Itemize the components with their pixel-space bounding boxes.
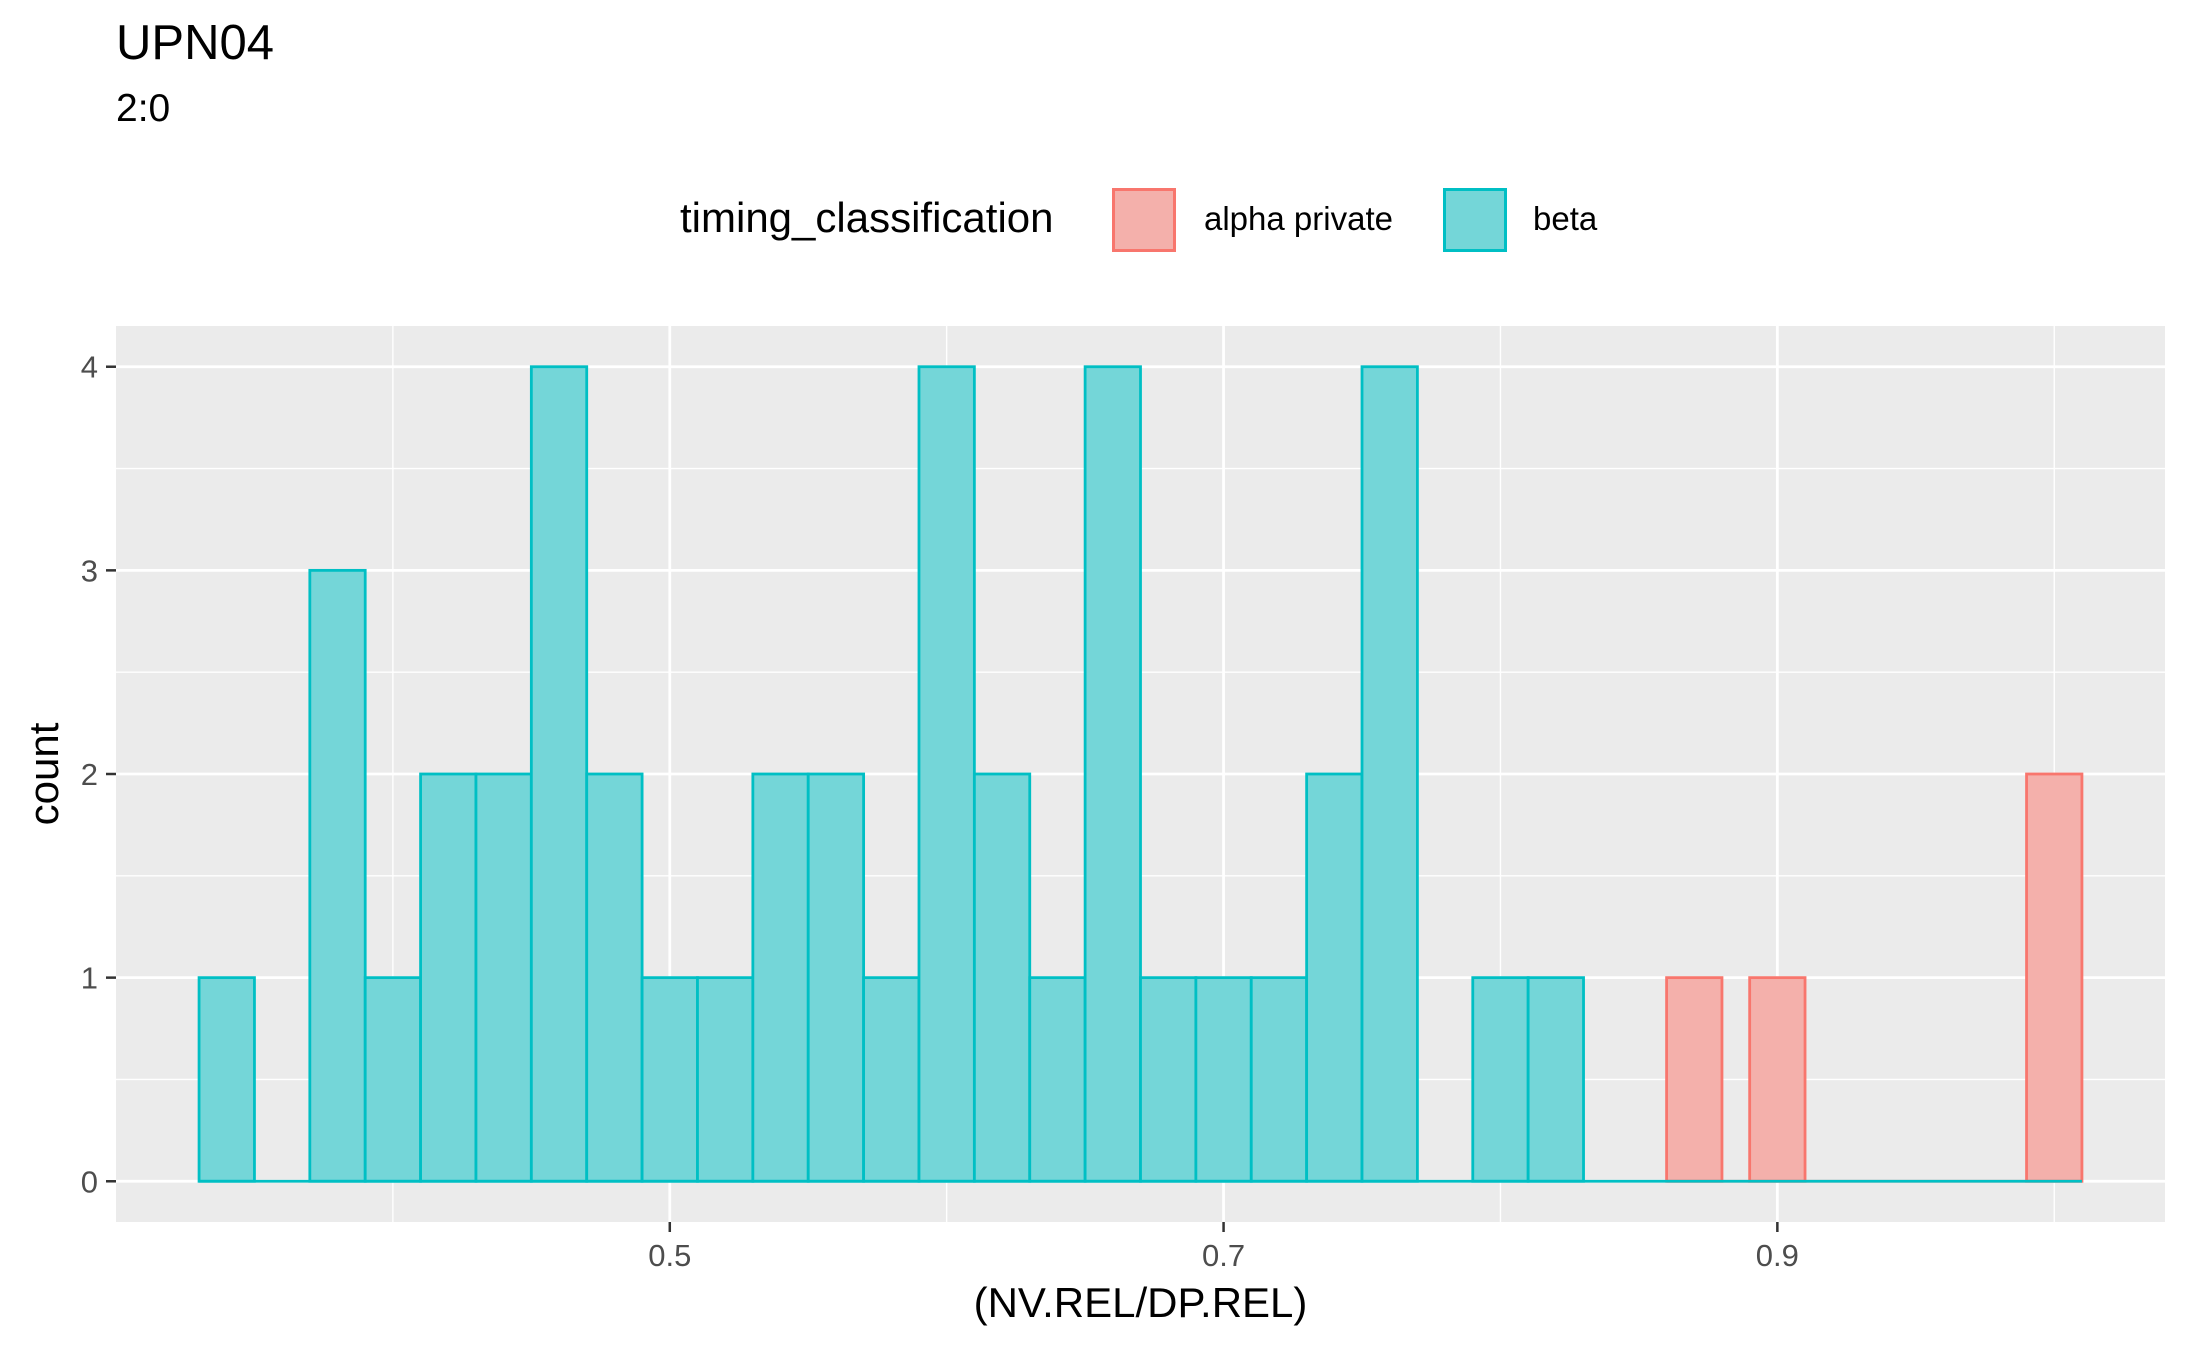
bar-beta — [640, 976, 699, 1183]
bar-beta — [862, 976, 921, 1183]
bar-beta — [585, 772, 644, 1183]
y-axis-title: count — [20, 722, 67, 825]
y-tick-label: 3 — [81, 553, 98, 588]
x-axis: 0.5 0.7 0.9 — [648, 1222, 1799, 1273]
bar-beta — [696, 976, 755, 1183]
x-axis-title: (NV.REL/DP.REL) — [974, 1279, 1308, 1326]
legend-swatch-alpha-private — [1112, 188, 1176, 252]
legend-title: timing_classification — [680, 194, 1054, 241]
bar-beta — [917, 365, 976, 1183]
x-tick-label: 0.5 — [648, 1238, 691, 1273]
legend-key-beta — [1441, 186, 1507, 252]
bar-beta — [1194, 976, 1253, 1183]
bars — [197, 365, 2084, 1183]
bar-beta — [1360, 365, 1419, 1183]
chart-title: UPN04 — [116, 16, 274, 70]
bar-beta — [1526, 976, 1585, 1183]
bar-beta — [1305, 772, 1364, 1183]
bar-beta — [197, 976, 256, 1183]
bar-alpha-private — [1748, 976, 1807, 1183]
y-tick-label: 0 — [81, 1164, 98, 1199]
bar-beta — [474, 772, 533, 1183]
y-axis: 0 1 2 3 4 — [81, 350, 116, 1199]
legend-key-alpha-private — [1110, 186, 1176, 252]
legend-swatch-beta — [1443, 188, 1507, 252]
y-tick-label: 2 — [81, 757, 98, 792]
bar-alpha-private — [2025, 772, 2084, 1183]
legend-label-beta: beta — [1533, 200, 1598, 237]
bar-beta — [419, 772, 478, 1183]
bar-beta — [806, 772, 866, 1183]
chart-subtitle: 2:0 — [116, 87, 171, 130]
x-tick-label: 0.7 — [1202, 1238, 1245, 1273]
x-tick-label: 0.9 — [1756, 1238, 1799, 1273]
bar-beta — [1249, 976, 1309, 1183]
legend: timing_classification alpha private beta — [0, 180, 2187, 260]
bar-beta — [529, 365, 589, 1183]
bar-beta — [1139, 976, 1198, 1183]
bar-beta — [751, 772, 810, 1183]
bar-alpha-private — [1665, 976, 1724, 1183]
bar-beta — [972, 772, 1032, 1183]
bar-beta — [363, 976, 422, 1183]
bar-beta — [308, 568, 367, 1183]
bar-beta — [1083, 365, 1142, 1183]
y-tick-label: 1 — [81, 961, 98, 996]
legend-label-alpha-private: alpha private — [1204, 200, 1393, 237]
bar-beta — [1028, 976, 1087, 1183]
bar-beta — [1471, 976, 1530, 1183]
y-tick-label: 4 — [81, 350, 98, 385]
